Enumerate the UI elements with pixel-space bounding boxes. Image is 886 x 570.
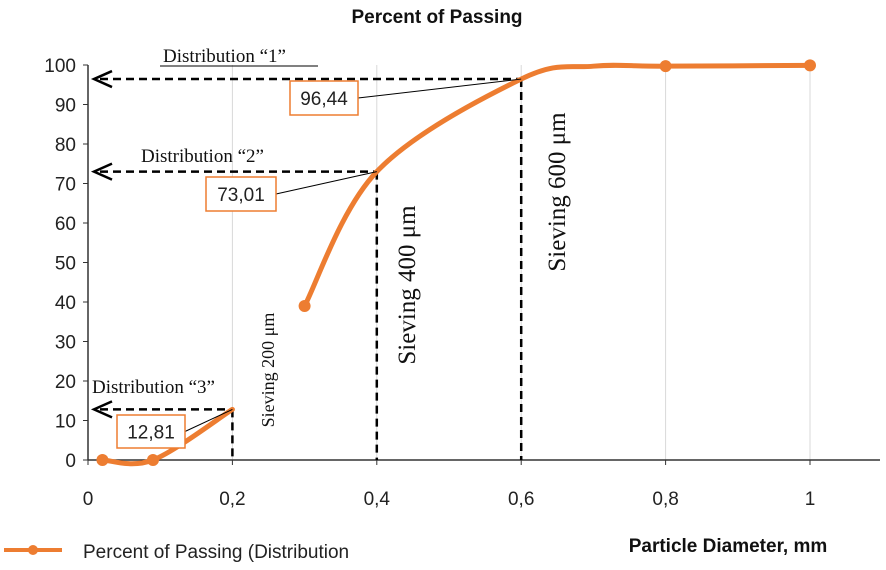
distribution-label: Distribution “3” <box>92 377 215 398</box>
y-tick-label: 70 <box>55 175 76 196</box>
y-tick-label: 90 <box>55 96 76 117</box>
legend: Percent of Passing (Distribution <box>4 542 349 563</box>
data-point-marker <box>659 60 672 73</box>
x-tick-label: 1 <box>805 489 816 510</box>
data-label-leader <box>184 408 233 432</box>
sieving-label: Sieving 600 μm <box>544 112 571 272</box>
arrow-left-icon <box>90 400 113 419</box>
data-label-leader <box>357 78 522 99</box>
data-label-box <box>289 80 359 116</box>
y-tick-label: 10 <box>55 412 76 433</box>
y-tick-label: 20 <box>55 372 76 393</box>
x-axis-tick-labels: 0 0,2 0,4 0,6 0,8 1 <box>83 460 816 510</box>
distribution-label: Distribution “1” <box>163 46 286 67</box>
data-point-marker <box>96 454 109 466</box>
y-tick-label: 60 <box>55 214 76 235</box>
legend-marker-swatch <box>28 545 38 555</box>
arrow-left-icon <box>90 69 113 89</box>
data-label-box <box>205 176 277 212</box>
distribution-label: Distribution “2” <box>141 146 264 167</box>
data-label: 96,44 <box>300 89 348 110</box>
y-tick-label: 0 <box>65 451 76 472</box>
y-tick-label: 30 <box>55 333 76 354</box>
x-tick-label: 0,2 <box>219 489 245 510</box>
x-tick-label: 0,8 <box>652 489 678 510</box>
x-tick-label: 0,6 <box>508 489 534 510</box>
arrow-left-icon <box>90 162 113 181</box>
data-label: 12,81 <box>127 423 175 444</box>
y-tick-label: 100 <box>44 56 76 77</box>
y-tick-label: 80 <box>55 135 76 156</box>
sieving-label: Sieving 400 μm <box>394 205 421 365</box>
data-point-marker <box>298 299 311 312</box>
data-point-marker <box>146 454 159 466</box>
series-percent-passing <box>96 59 816 467</box>
data-point-marker <box>804 59 816 72</box>
series-line-segment <box>302 62 813 309</box>
distribution-guides: Distribution “1” Distribution “2” Distribu… <box>90 46 523 460</box>
y-tick-label: 50 <box>55 254 76 275</box>
chart-title: Percent of Passing <box>351 7 522 28</box>
legend-entry-label: Percent of Passing (Distribution <box>83 542 349 563</box>
data-label-leader <box>275 171 377 195</box>
data-labels: 96,44 73,01 12,81 <box>116 78 522 449</box>
x-axis-label: Particle Diameter, mm <box>629 536 828 557</box>
sieving-label: Sieving 200 μm <box>258 313 278 428</box>
data-label-box <box>116 414 186 449</box>
y-tick-label: 40 <box>55 293 76 314</box>
data-label: 73,01 <box>217 185 265 206</box>
x-tick-label: 0,4 <box>364 489 391 510</box>
x-tick-label: 0 <box>83 489 94 510</box>
sieving-labels: Sieving 600 μm Sieving 400 μm Sieving 200 … <box>258 112 571 427</box>
grid-lines <box>87 65 880 461</box>
y-axis-tick-labels: 0 10 20 30 40 50 60 70 80 90 100 <box>44 56 88 472</box>
